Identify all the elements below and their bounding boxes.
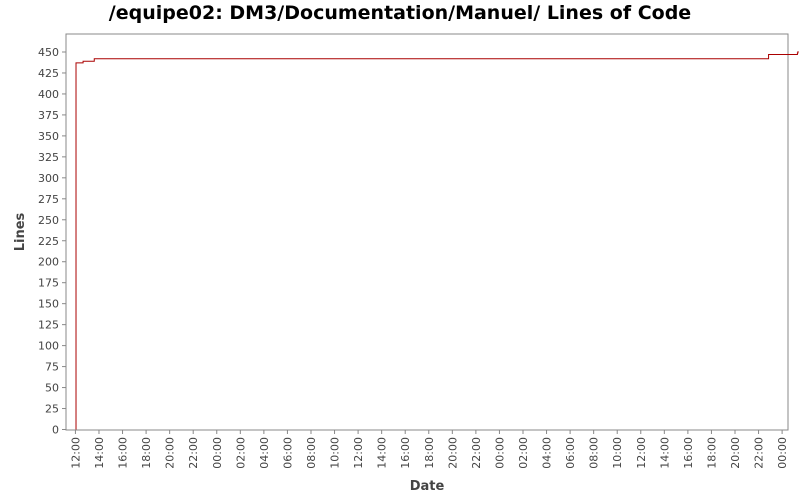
x-tick-label: 00:00 — [493, 437, 506, 469]
y-tick-label: 425 — [38, 67, 59, 80]
series-layer — [75, 51, 799, 430]
y-tick-label: 300 — [38, 172, 59, 185]
x-tick-label: 12:00 — [352, 437, 365, 469]
x-tick-label: 06:00 — [564, 437, 577, 469]
y-tick-label: 175 — [38, 277, 59, 290]
y-tick-label: 75 — [45, 361, 59, 374]
x-tick-label: 00:00 — [211, 437, 224, 469]
y-tick-label: 50 — [45, 382, 59, 395]
y-tick-label: 25 — [45, 403, 59, 416]
series-line — [75, 51, 799, 430]
y-tick-label: 275 — [38, 193, 59, 206]
x-tick-label: 16:00 — [117, 437, 130, 469]
y-axis: 0 25 50 75 100 125 150 175 200 225 250 275 300 325 350… — [38, 46, 66, 437]
x-tick-label: 16:00 — [399, 437, 412, 469]
y-tick-label: 450 — [38, 46, 59, 59]
x-tick-label: 02:00 — [517, 437, 530, 469]
y-tick-label: 200 — [38, 256, 59, 269]
y-tick-label: 125 — [38, 319, 59, 332]
x-tick-label: 10:00 — [611, 437, 624, 469]
y-tick-label: 350 — [38, 130, 59, 143]
x-tick-label: 12:00 — [69, 437, 82, 469]
x-tick-label: 14:00 — [376, 437, 389, 469]
y-tick-label: 325 — [38, 151, 59, 164]
x-tick-label: 22:00 — [187, 437, 200, 469]
x-tick-label: 14:00 — [658, 437, 671, 469]
x-tick-label: 18:00 — [423, 437, 436, 469]
x-tick-label: 20:00 — [446, 437, 459, 469]
x-tick-label: 02:00 — [234, 437, 247, 469]
y-tick-label: 150 — [38, 298, 59, 311]
x-tick-label: 00:00 — [776, 437, 789, 469]
x-tick-label: 04:00 — [541, 437, 554, 469]
y-tick-label: 400 — [38, 88, 59, 101]
y-tick-label: 100 — [38, 340, 59, 353]
y-tick-label: 250 — [38, 214, 59, 227]
y-axis-title: Lines — [13, 212, 28, 251]
x-tick-label: 18:00 — [140, 437, 153, 469]
x-tick-label: 14:00 — [93, 437, 106, 469]
chart-title: /equipe02: DM3/Documentation/Manuel/ Lin… — [108, 2, 692, 24]
x-tick-label: 22:00 — [753, 437, 766, 469]
x-tick-label: 10:00 — [329, 437, 342, 469]
plot-area — [65, 33, 789, 431]
x-tick-label: 20:00 — [164, 437, 177, 469]
x-tick-label: 04:00 — [258, 437, 271, 469]
y-tick-label: 375 — [38, 109, 59, 122]
x-tick-label: 06:00 — [281, 437, 294, 469]
x-tick-label: 16:00 — [682, 437, 695, 469]
x-tick-label: 08:00 — [305, 437, 318, 469]
y-tick-label: 225 — [38, 235, 59, 248]
x-tick-label: 20:00 — [729, 437, 742, 469]
x-tick-label: 18:00 — [705, 437, 718, 469]
x-tick-label: 22:00 — [470, 437, 483, 469]
x-tick-label: 08:00 — [588, 437, 601, 469]
x-axis: 12:00 14:00 16:00 18:00 20:00 22:00 00:00 02:00… — [69, 430, 789, 469]
x-tick-label: 12:00 — [635, 437, 648, 469]
x-axis-title: Date — [410, 479, 445, 494]
y-tick-label: 0 — [52, 424, 59, 437]
